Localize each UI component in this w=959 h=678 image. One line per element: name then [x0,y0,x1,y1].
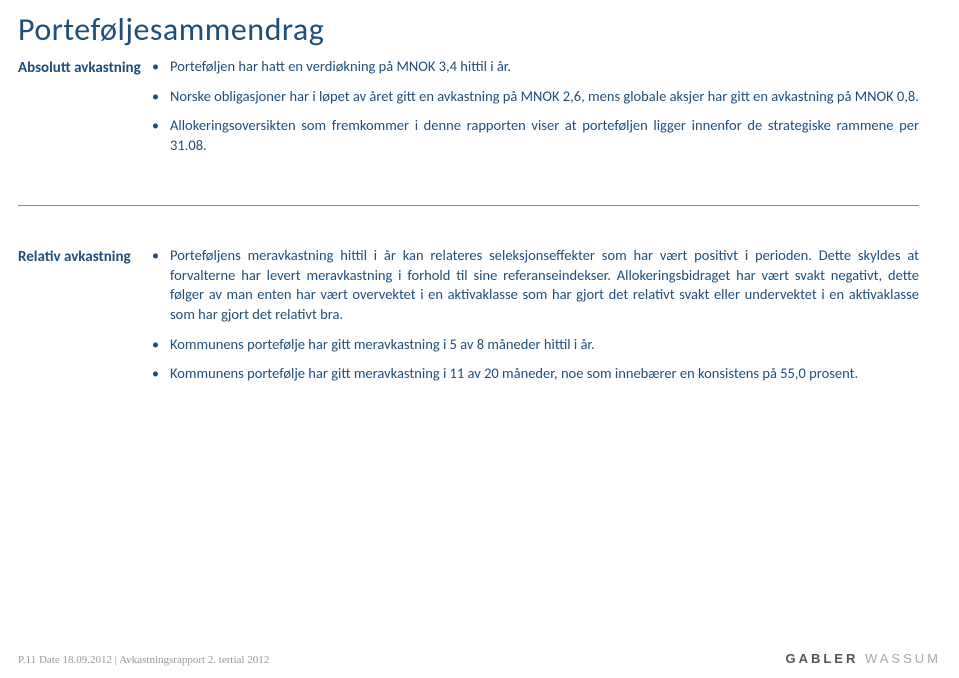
bullet-text: Porteføljen har hatt en verdiøkning på M… [170,57,919,77]
bullet-item: • Kommunens portefølje har gitt meravkas… [148,335,919,355]
section-absolutt: Absolutt avkastning • Porteføljen har ha… [18,57,919,165]
bullet-item: • Porteføljen har hatt en verdiøkning på… [148,57,919,77]
bullet-item: • Porteføljens meravkastning hittil i år… [148,246,919,324]
bullet-text: Kommunens portefølje har gitt meravkastn… [170,335,919,355]
bullet-icon: • [148,87,170,107]
bullet-text: Allokeringsoversikten som fremkommer i d… [170,116,919,155]
page-title: Porteføljesammendrag [0,0,959,49]
brand-light: WASSUM [858,651,941,666]
footer-brand: GABLER WASSUM [785,651,941,666]
bullet-icon: • [148,364,170,384]
content-area: Absolutt avkastning • Porteføljen har ha… [0,49,959,394]
section-label-absolutt: Absolutt avkastning [18,57,148,79]
brand-bold: GABLER [785,651,858,666]
bullet-icon: • [148,335,170,355]
footer: P.11 Date 18.09.2012 | Avkastningsrappor… [18,651,941,666]
bullet-item: • Norske obligasjoner har i løpet av åre… [148,87,919,107]
footer-left: P.11 Date 18.09.2012 | Avkastningsrappor… [18,654,269,666]
bullet-item: • Allokeringsoversikten som fremkommer i… [148,116,919,155]
bullet-icon: • [148,116,170,136]
bullet-item: • Kommunens portefølje har gitt meravkas… [148,364,919,384]
section-relativ: Relativ avkastning • Porteføljens meravk… [18,246,919,393]
section-body-absolutt: • Porteføljen har hatt en verdiøkning på… [148,57,919,165]
bullet-text: Porteføljens meravkastning hittil i år k… [170,246,919,324]
section-body-relativ: • Porteføljens meravkastning hittil i år… [148,246,919,393]
bullet-text: Norske obligasjoner har i løpet av året … [170,87,919,107]
bullet-text: Kommunens portefølje har gitt meravkastn… [170,364,919,384]
section-label-relativ: Relativ avkastning [18,246,148,268]
section-divider [18,205,919,206]
bullet-icon: • [148,246,170,266]
bullet-icon: • [148,57,170,77]
